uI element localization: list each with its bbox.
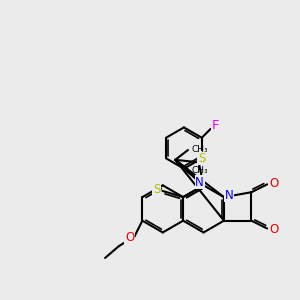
Text: N: N: [224, 189, 233, 202]
Text: O: O: [125, 231, 134, 244]
Text: CH₃: CH₃: [191, 145, 208, 154]
Text: F: F: [212, 119, 219, 133]
Text: S: S: [198, 152, 205, 165]
Text: O: O: [269, 177, 279, 190]
Text: O: O: [269, 223, 279, 236]
Text: CH₃: CH₃: [191, 166, 208, 175]
Text: S: S: [153, 183, 160, 196]
Text: N: N: [195, 176, 204, 189]
